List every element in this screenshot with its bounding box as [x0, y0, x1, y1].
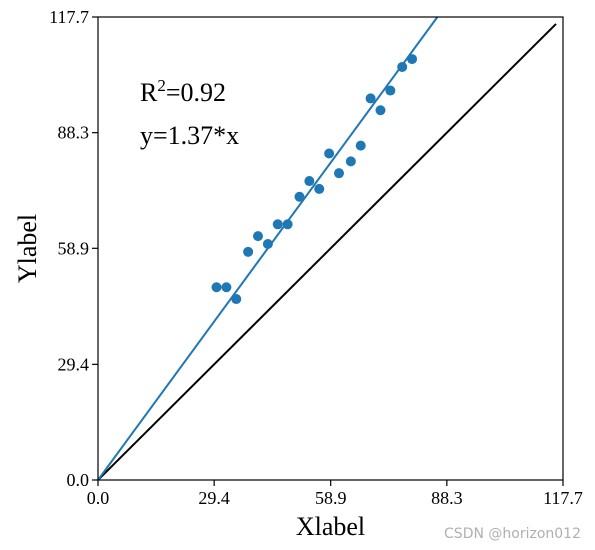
y-tick-label: 0.0 [67, 470, 90, 490]
data-point [282, 219, 293, 230]
y-tick-label: 117.7 [49, 7, 89, 27]
x-tick-label: 58.9 [315, 488, 347, 508]
data-point [272, 219, 283, 230]
data-point [375, 105, 386, 116]
x-axis-label: Xlabel [296, 512, 365, 541]
reference-line [97, 23, 557, 481]
data-point [407, 54, 418, 65]
y-tick-label: 58.9 [58, 238, 90, 258]
data-point [345, 156, 356, 167]
data-point [324, 148, 335, 159]
data-point [333, 168, 344, 179]
r-squared-annotation: R2=0.92 [140, 76, 226, 107]
y-tick-label: 88.3 [58, 123, 90, 143]
x-tick-label: 29.4 [198, 488, 230, 508]
data-point [314, 183, 325, 194]
r-squared-superscript: 2 [157, 76, 166, 95]
data-point [355, 140, 366, 151]
data-point [294, 191, 305, 202]
data-point [221, 282, 232, 293]
x-tick-label: 0.0 [87, 488, 110, 508]
y-axis-label: Ylabel [13, 214, 42, 283]
y-tick-label: 29.4 [58, 354, 90, 374]
data-point [231, 294, 242, 305]
x-tick-label: 117.7 [543, 488, 583, 508]
r-squared-prefix: R [140, 78, 158, 107]
r-squared-value: =0.92 [166, 78, 226, 107]
data-point [243, 246, 254, 257]
equation-annotation: y=1.37*x [140, 121, 239, 150]
data-point [211, 282, 222, 293]
x-tick-label: 88.3 [431, 488, 463, 508]
data-point [365, 93, 376, 104]
data-point [385, 85, 396, 96]
data-point [397, 61, 408, 72]
data-point [253, 231, 264, 242]
data-point [304, 176, 315, 187]
watermark: CSDN @horizon012 [444, 526, 581, 542]
data-point [262, 238, 273, 249]
